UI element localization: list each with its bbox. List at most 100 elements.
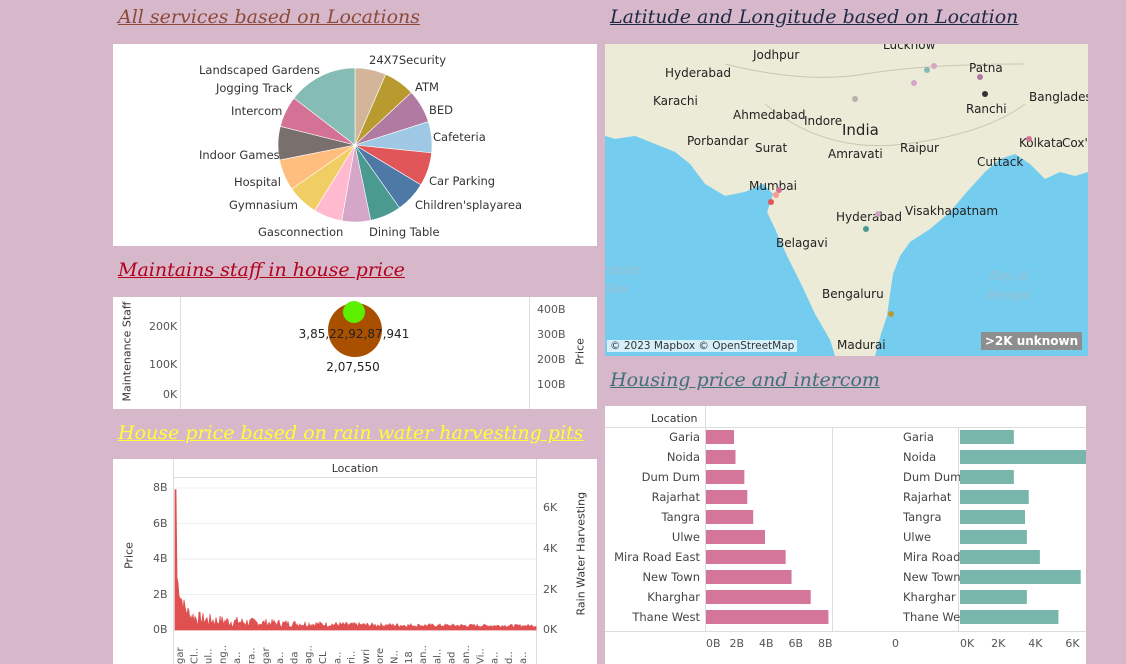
staff-point-price[interactable] [328,303,382,357]
pie-label-cafeteria: Cafeteria [433,130,486,144]
rain-x-tick: 18 [404,651,415,664]
intercom-bar[interactable] [960,570,1081,584]
rain-chart-panel: Location Price Rain Water Harvesting gar… [113,459,597,664]
rain-x-tick: N.. [390,650,401,664]
rain-x-tick: a.. [332,652,343,664]
price-bar[interactable] [706,530,765,544]
map-sea-bengal: Bengal [988,288,1030,302]
intercom-x-tick-left: 6B [789,637,804,650]
map-city-karachi: Karachi [653,94,698,108]
staff-scatter[interactable]: 3,85,22,92,87,941 2,07,550 [113,297,597,409]
pie-label-gymnasium: Gymnasium [229,198,298,212]
rain-x-tick: ore [375,648,386,664]
intercom-category-label-right: Tangra [902,510,942,524]
map-unknown-badge[interactable]: >2K unknown [981,332,1082,350]
rain-x-tick: an.. [461,645,472,664]
intercom-x-tick-right: 4K [1028,637,1043,650]
price-bar[interactable] [706,490,748,504]
rain-x-tick: a.. [232,652,243,664]
rain-x-tick: Cl.. [189,648,200,664]
rain-chart-title: House price based on rain water harvesti… [118,422,584,444]
intercom-category-label: Noida [667,450,700,464]
intercom-category-label-right: Noida [903,450,936,464]
rain-x-tick: a.. [275,652,286,664]
intercom-bar[interactable] [960,470,1014,484]
intercom-category-label-right: Kharghar [903,590,956,604]
price-bar[interactable] [706,510,754,524]
intercom-bar[interactable] [960,490,1029,504]
rain-x-tick: wri [361,649,372,664]
staff-point-maintenance[interactable] [343,301,365,323]
intercom-category-label: Mira Road East [614,550,700,564]
intercom-bar-chart[interactable]: Garia Garia Noida Noida Dum Dum Dum Dum Rajarh… [605,406,1086,664]
pie-slice-landscaped-gardens[interactable] [293,67,356,146]
staff-y2-tick: 200B [537,353,566,366]
rain-x-tick: a.. [490,652,501,664]
map-country-india: India [842,121,879,139]
pie-label-jogging-track: Jogging Track [216,81,293,95]
staff-chart-panel: Maintenance Staff Price 3,85,22,92,87,94… [113,297,597,409]
rain-x-tick: an.. [418,645,429,664]
rain-price-series[interactable] [174,489,537,631]
map-city-ranchi: Ranchi [966,102,1007,116]
intercom-category-label: Dum Dum [642,470,700,484]
rain-x-tick: da [289,652,300,664]
map-land [605,44,1088,356]
intercom-category-label: Thane West [631,610,700,624]
rain-y2-tick: 0K [543,623,558,636]
price-bar[interactable] [706,570,792,584]
intercom-bar[interactable] [960,610,1059,624]
price-bar[interactable] [706,550,786,564]
intercom-bar[interactable] [960,510,1025,524]
pie-label-hospital: Hospital [234,175,281,189]
price-bar[interactable] [706,430,735,444]
intercom-bar[interactable] [960,590,1027,604]
pie-label-intercom: Intercom [231,104,283,118]
rain-line-chart[interactable]: gar Cl.. ul.. ng.. a.. ra.. gar a.. da ag.. CL a.. r… [113,459,597,664]
price-bar[interactable] [706,470,745,484]
map-city-cuttack: Cuttack [977,155,1024,169]
rain-x-tick: ad [447,652,458,664]
price-bar[interactable] [706,610,829,624]
rain-y2-tick: 2K [543,583,558,596]
map-city-visakhapatnam: Visakhapatnam [905,204,999,218]
rain-x-tick: Vi.. [475,648,486,664]
rain-y-tick: 4B [153,552,168,565]
services-pie-chart[interactable] [113,44,597,246]
rain-x-tick: al.. [432,649,443,664]
map-city-indore: Indore [804,114,843,128]
map-city-belagavi: Belagavi [776,236,828,250]
rain-y-tick: 2B [153,587,168,601]
intercom-category-label: Kharghar [647,590,700,604]
staff-point-maintenance-label: 2,07,550 [326,360,379,374]
map-city-surat: Surat [755,141,788,155]
intercom-bar[interactable] [960,550,1040,564]
staff-chart-title: Maintains staff in house price [118,259,405,281]
intercom-bar[interactable] [960,450,1086,464]
map-sea-bay-of: Bay of [990,269,1029,283]
rain-x-tick: gar [175,647,186,664]
intercom-category-label-right: Garia [903,430,934,444]
location-map[interactable]: Jodhpur Lucknow Hyderabad Patna Karachi … [605,44,1088,356]
intercom-bar[interactable] [960,530,1027,544]
intercom-category-label: Tangra [660,510,700,524]
map-sea-sea: Sea [605,282,628,296]
map-city-raipur: Raipur [900,141,939,155]
intercom-category-label: Garia [669,430,700,444]
intercom-x-tick-right: 0K [960,637,975,650]
map-city-porbandar: Porbandar [687,134,749,148]
intercom-x-tick-left: 4B [759,637,774,650]
map-city-amravati: Amravati [828,147,883,161]
map-copyright[interactable]: © 2023 Mapbox © OpenStreetMap [607,340,798,352]
price-bar[interactable] [706,590,811,604]
rain-y-tick: 0B [153,623,168,636]
pie-label-car-parking: Car Parking [429,174,496,188]
price-bar[interactable] [706,450,736,464]
intercom-category-label-right: Dum Dum [903,470,961,484]
staff-point-price-label: 3,85,22,92,87,941 [299,327,410,341]
intercom-category-label: New Town [642,570,700,584]
latlong-chart-title: Latitude and Longitude based on Location [610,6,1019,28]
intercom-bar[interactable] [960,430,1014,444]
rain-x-tick: CL [318,651,329,664]
map-city-bengaluru: Bengaluru [822,287,884,301]
